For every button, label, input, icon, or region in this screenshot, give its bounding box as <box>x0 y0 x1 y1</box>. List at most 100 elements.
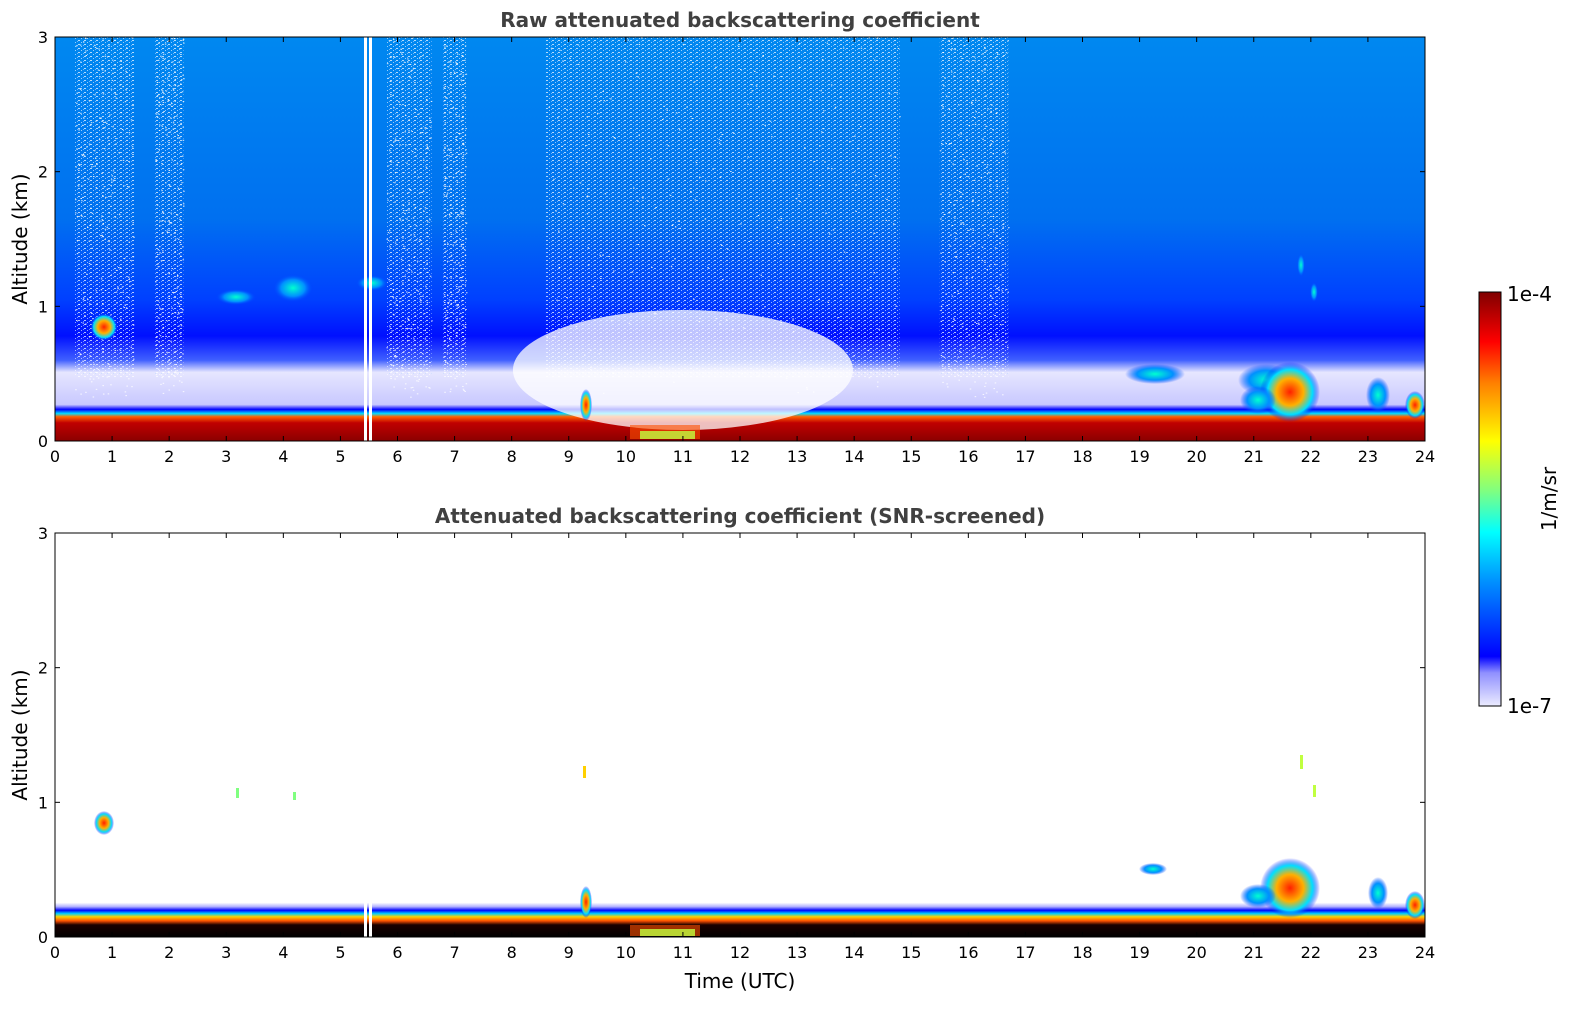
noise-speck <box>999 324 1002 326</box>
noise-speck <box>160 383 162 385</box>
noise-speck <box>566 316 568 318</box>
noise-speck <box>631 271 634 273</box>
noise-speck <box>112 179 115 181</box>
colorbar-max-label: 1e-4 <box>1507 282 1552 306</box>
noise-speck <box>131 146 134 148</box>
noise-speck <box>941 365 944 367</box>
noise-speck <box>84 38 87 40</box>
noise-speck <box>162 382 165 384</box>
noise-speck <box>743 160 746 162</box>
noise-speck <box>171 61 174 63</box>
noise-speck <box>989 339 992 341</box>
noise-speck <box>401 88 403 90</box>
noise-speck <box>953 318 955 320</box>
noise-speck <box>155 160 158 162</box>
noise-speck <box>423 159 425 161</box>
noise-speck <box>989 294 992 296</box>
noise-speck <box>128 278 130 280</box>
noise-speck <box>387 267 389 269</box>
noise-speck <box>387 77 390 79</box>
noise-speck <box>81 200 83 202</box>
noise-speck <box>828 233 831 235</box>
noise-speck <box>462 209 464 211</box>
noise-speck <box>165 90 168 92</box>
xtick-label: 21 <box>1244 943 1264 962</box>
noise-speck <box>452 176 455 178</box>
noise-speck <box>793 244 795 246</box>
noise-speck <box>447 317 449 319</box>
noise-speck <box>391 296 394 298</box>
noise-speck <box>85 50 87 52</box>
noise-speck <box>108 143 111 145</box>
noise-speck <box>451 311 453 313</box>
noise-speck <box>998 162 1000 164</box>
noise-speck <box>105 310 107 312</box>
noise-speck <box>813 161 815 163</box>
noise-speck <box>78 169 80 171</box>
noise-speck <box>410 70 412 72</box>
noise-speck <box>102 302 104 304</box>
noise-speck <box>161 220 163 222</box>
noise-speck <box>417 380 420 382</box>
noise-speck <box>423 262 425 264</box>
noise-speck <box>418 293 421 295</box>
noise-speck <box>446 97 448 99</box>
noise-speck <box>122 291 124 293</box>
noise-speck <box>821 59 824 61</box>
noise-speck <box>168 298 170 300</box>
noise-speck <box>159 252 161 254</box>
noise-speck <box>1008 227 1010 229</box>
noise-speck <box>988 171 990 173</box>
noise-speck <box>393 90 395 92</box>
noise-speck <box>396 305 398 307</box>
noise-speck <box>78 129 80 131</box>
noise-speck <box>452 268 455 270</box>
noise-speck <box>76 148 78 150</box>
noise-speck <box>430 122 432 124</box>
noise-speck <box>83 117 85 119</box>
noise-speck <box>430 137 432 139</box>
noise-speck <box>168 195 170 197</box>
noise-speck <box>465 152 468 154</box>
noise-speck <box>569 57 571 59</box>
xtick-label: 16 <box>958 447 978 466</box>
screened-heatmap <box>55 533 1425 937</box>
noise-speck <box>404 212 406 214</box>
noise-speck <box>751 84 753 86</box>
noise-speck <box>160 374 163 376</box>
noise-speck <box>445 177 447 179</box>
noise-speck <box>460 267 463 269</box>
noise-speck <box>402 237 404 239</box>
noise-speck <box>830 84 833 86</box>
noise-speck <box>120 272 122 274</box>
noise-speck <box>1004 358 1007 360</box>
noise-speck <box>170 212 172 214</box>
noise-speck <box>98 126 100 128</box>
noise-speck <box>127 296 130 298</box>
noise-speck <box>400 367 403 369</box>
noise-speck <box>390 378 392 380</box>
noise-speck <box>967 229 969 231</box>
noise-speck <box>426 145 428 147</box>
noise-band <box>154 37 184 377</box>
noise-speck <box>795 198 798 200</box>
noise-speck <box>167 119 170 121</box>
noise-speck <box>447 346 449 348</box>
noise-speck <box>462 213 464 215</box>
noise-speck <box>89 378 91 380</box>
noise-speck <box>177 135 180 137</box>
noise-speck <box>168 273 171 275</box>
noise-speck <box>448 338 451 340</box>
noise-speck <box>78 165 81 167</box>
noise-speck <box>128 378 130 380</box>
noise-speck <box>443 356 445 358</box>
noise-speck <box>109 114 111 116</box>
noise-speck <box>951 295 954 297</box>
noise-speck <box>155 336 158 338</box>
noise-speck <box>164 74 167 76</box>
noise-speck <box>957 375 960 377</box>
noise-speck <box>392 95 394 97</box>
noise-speck <box>458 286 460 288</box>
noise-speck <box>948 40 951 42</box>
xtick-label: 3 <box>221 943 231 962</box>
